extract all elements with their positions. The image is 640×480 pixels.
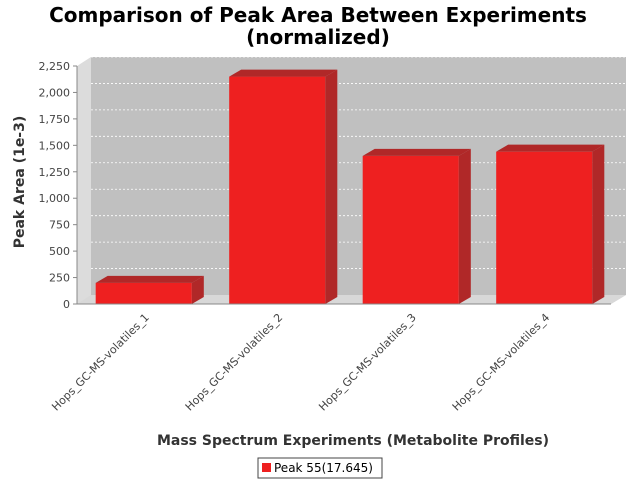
- bar-top: [362, 148, 471, 156]
- chart-subtitle: (normalized): [246, 25, 390, 49]
- bar-side: [325, 69, 338, 304]
- x-tick-label: Hops_GC-MS-volatiles_4: [450, 311, 553, 414]
- bar-front: [95, 282, 192, 304]
- y-tick-label: 250: [49, 272, 70, 285]
- y-tick-label: 1,000: [39, 192, 71, 205]
- bar-top: [95, 275, 204, 283]
- y-tick-label: 500: [49, 245, 70, 258]
- chart-title: Comparison of Peak Area Between Experime…: [49, 3, 587, 27]
- y-tick-label: 2,250: [39, 60, 71, 73]
- x-axis-label: Mass Spectrum Experiments (Metabolite Pr…: [157, 433, 549, 449]
- bar-top: [229, 69, 338, 77]
- y-tick-label: 1,750: [39, 113, 71, 126]
- bar: [95, 275, 204, 304]
- legend: Peak 55(17.645): [257, 457, 383, 479]
- bar: [229, 69, 338, 304]
- y-tick-label: 0: [63, 298, 70, 311]
- plot-floor: [77, 295, 626, 304]
- bar-front: [362, 155, 459, 304]
- y-tick-label: 1,500: [39, 139, 71, 152]
- y-tick-label: 750: [49, 219, 70, 232]
- x-ticks: Hops_GC-MS-volatiles_1 Hops_GC-MS-volatil…: [49, 311, 552, 414]
- bar-side: [191, 275, 204, 304]
- y-tick-label: 2,000: [39, 86, 71, 99]
- legend-label: Peak 55(17.645): [274, 461, 373, 475]
- y-ticks: 0 250 500 750 1,000 1,250 1,500 1,750 2,000 2,250: [39, 60, 77, 311]
- legend-swatch: [262, 463, 271, 472]
- bar-side: [458, 148, 471, 304]
- bar: [362, 148, 471, 304]
- bars: [95, 69, 605, 304]
- plot-background: [91, 57, 626, 295]
- bar-front: [229, 76, 326, 304]
- legend-box: [257, 457, 383, 479]
- y-tick-label: 1,250: [39, 166, 71, 179]
- x-tick-label: Hops_GC-MS-volatiles_1: [49, 311, 152, 414]
- x-tick-label: Hops_GC-MS-volatiles_3: [316, 311, 419, 414]
- bar-top: [496, 144, 605, 152]
- bar-side: [592, 144, 605, 304]
- bar: [496, 144, 605, 304]
- x-tick-label: Hops_GC-MS-volatiles_2: [183, 311, 286, 414]
- y-axis-label: Peak Area (1e-3): [12, 116, 28, 249]
- bar-front: [496, 151, 593, 304]
